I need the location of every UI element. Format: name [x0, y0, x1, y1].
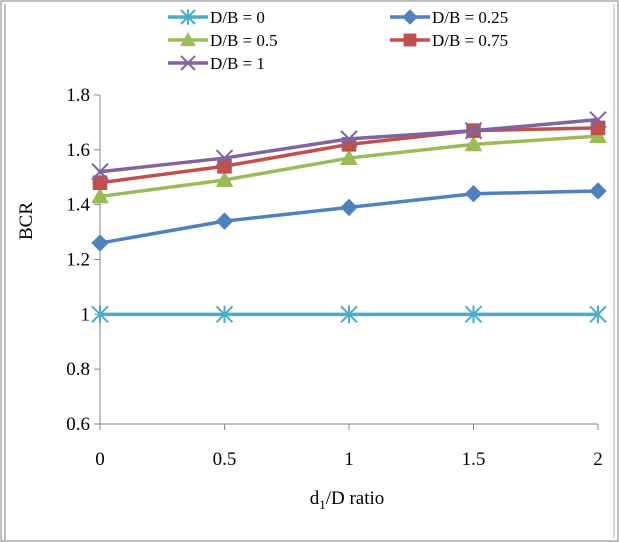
series-d-b-0-5 — [91, 127, 607, 204]
diamond-marker — [464, 184, 483, 203]
legend: D/B = 0 D/B = 0.25 D/B = 0.5 D/B = 0.75 D/B … — [168, 8, 508, 73]
axes: 0.6 0.8 1 1.2 1.4 1.6 1.8 0 0.5 1 1.5 2 — [66, 85, 603, 470]
y-tick-label: 1.2 — [66, 250, 90, 271]
diamond-marker — [215, 212, 234, 230]
asterisk-marker — [180, 9, 196, 25]
x-marker — [340, 130, 358, 148]
y-tick-label: 1.4 — [66, 195, 90, 216]
x-marker-stroke — [180, 55, 196, 71]
asterisk-marker — [340, 305, 358, 324]
triangle-marker — [464, 135, 483, 152]
legend-item: D/B = 0 — [168, 8, 265, 27]
legend-item: D/B = 0.5 — [168, 31, 278, 50]
legend-label: D/B = 0 — [210, 8, 265, 27]
legend-label: D/B = 0.5 — [210, 31, 278, 50]
x-tick-label: 2 — [593, 449, 603, 470]
legend-label: D/B = 0.75 — [432, 31, 508, 50]
series-lines — [91, 110, 607, 324]
x-marker-stroke — [340, 130, 358, 148]
triangle-marker — [340, 149, 358, 165]
legend-item: D/B = 1 — [168, 54, 265, 73]
series-d-b-0 — [91, 305, 607, 324]
x-marker — [215, 149, 234, 167]
asterisk-marker — [215, 305, 234, 324]
diamond-marker — [402, 9, 418, 25]
square-marker — [403, 33, 417, 47]
x-tick-label: 1.5 — [462, 449, 486, 470]
x-marker-stroke — [215, 149, 234, 167]
triangle-marker — [589, 127, 607, 144]
x-marker-stroke — [91, 163, 109, 181]
x-marker — [180, 55, 196, 71]
diamond-marker — [589, 182, 607, 200]
x-marker — [91, 163, 109, 181]
y-tick-label: 1.6 — [66, 140, 90, 161]
y-tick-label: 0.6 — [66, 414, 90, 435]
triangle-marker — [91, 187, 109, 204]
diamond-marker — [91, 234, 109, 252]
diamond-marker — [340, 198, 358, 217]
triangle-marker — [215, 170, 234, 187]
series-d-b-0-25 — [91, 182, 607, 252]
x-marker — [589, 110, 607, 129]
x-marker-stroke — [589, 110, 607, 129]
x-tick-label: 0.5 — [213, 449, 237, 470]
legend-item: D/B = 0.75 — [390, 31, 508, 50]
x-axis-title-rest: /D ratio — [326, 488, 385, 509]
x-marker-stroke — [464, 121, 483, 140]
y-tick-label: 0.8 — [66, 359, 90, 380]
series-d-b-1 — [91, 110, 607, 181]
asterisk-marker — [91, 305, 109, 324]
square-marker — [92, 175, 108, 191]
asterisk-marker — [464, 305, 483, 324]
x-tick-label: 0 — [95, 449, 105, 470]
x-tick-label: 1 — [344, 449, 354, 470]
x-axis-title-main: d — [310, 488, 320, 509]
legend-label: D/B = 1 — [210, 54, 265, 73]
triangle-marker — [180, 31, 196, 47]
y-tick-label: 1.8 — [66, 85, 90, 106]
asterisk-marker — [589, 305, 607, 324]
y-axis-title: BCR — [16, 202, 37, 240]
legend-item: D/B = 0.25 — [390, 8, 508, 27]
x-axis-title-subscript: 1 — [319, 497, 326, 512]
y-tick-label: 1 — [81, 304, 91, 325]
x-marker — [464, 121, 483, 140]
legend-label: D/B = 0.25 — [432, 8, 508, 27]
x-axis-title: d1/D ratio — [310, 488, 385, 512]
